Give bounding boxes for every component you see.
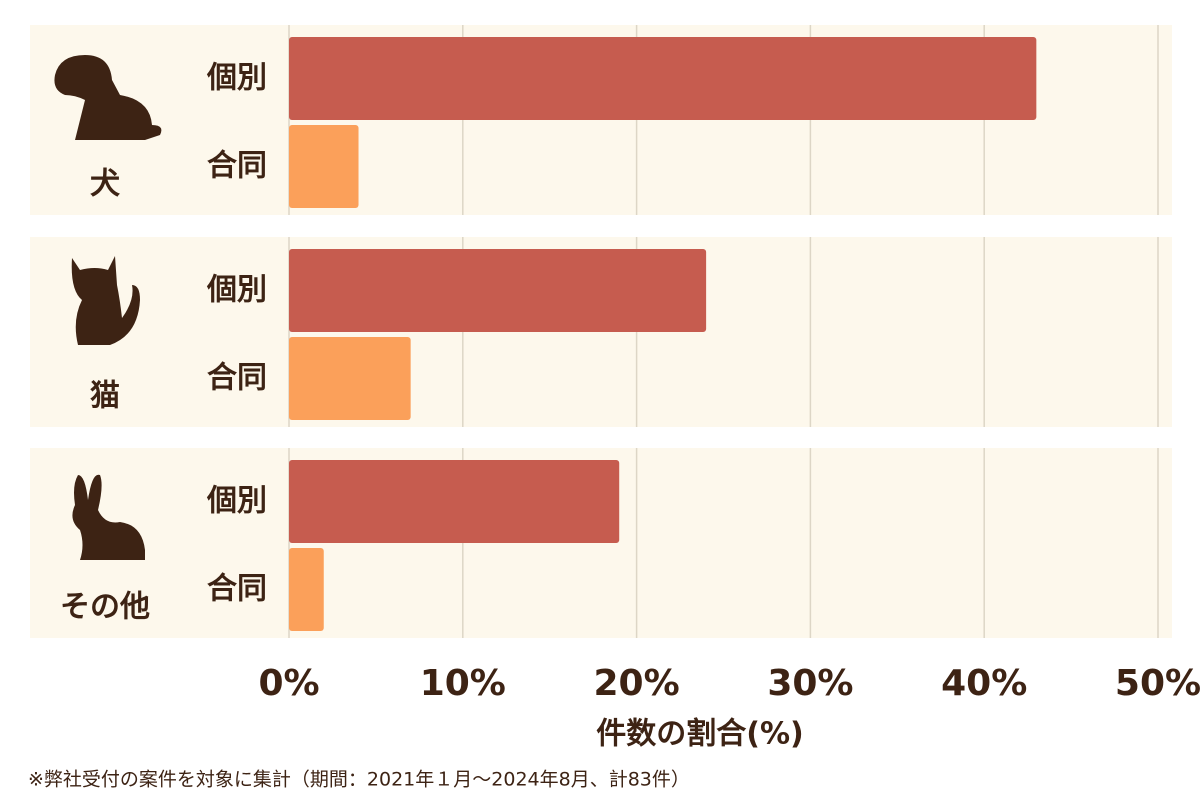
category-label: 猫 bbox=[90, 379, 120, 414]
rabbit-icon bbox=[72, 474, 145, 560]
bar bbox=[289, 337, 411, 420]
x-tick-label: 20% bbox=[594, 663, 680, 704]
x-tick-label: 10% bbox=[420, 663, 506, 704]
series-label: 個別 bbox=[206, 61, 267, 96]
bar bbox=[289, 249, 707, 332]
series-label: 合同 bbox=[207, 361, 267, 396]
x-axis-label: 件数の割合(%) bbox=[596, 717, 803, 752]
bar bbox=[289, 460, 620, 543]
bar bbox=[289, 37, 1037, 120]
series-label: 個別 bbox=[206, 273, 267, 308]
series-label: 合同 bbox=[207, 572, 267, 607]
cat-icon bbox=[71, 256, 140, 345]
bar bbox=[289, 548, 324, 631]
icons bbox=[54, 55, 162, 560]
footnote: ※弊社受付の案件を対象に集計（期間：2021年１月〜2024年8月、計83件） bbox=[28, 769, 690, 791]
x-tick-label: 0% bbox=[258, 663, 319, 704]
category-label: その他 bbox=[60, 590, 150, 625]
series-label: 合同 bbox=[207, 149, 267, 184]
x-tick-label: 50% bbox=[1115, 663, 1200, 704]
dog-icon bbox=[54, 55, 162, 140]
series-label: 個別 bbox=[206, 484, 267, 519]
bar bbox=[289, 125, 359, 208]
x-tick-label: 40% bbox=[941, 663, 1027, 704]
x-tick-label: 30% bbox=[767, 663, 853, 704]
category-label: 犬 bbox=[90, 167, 120, 202]
